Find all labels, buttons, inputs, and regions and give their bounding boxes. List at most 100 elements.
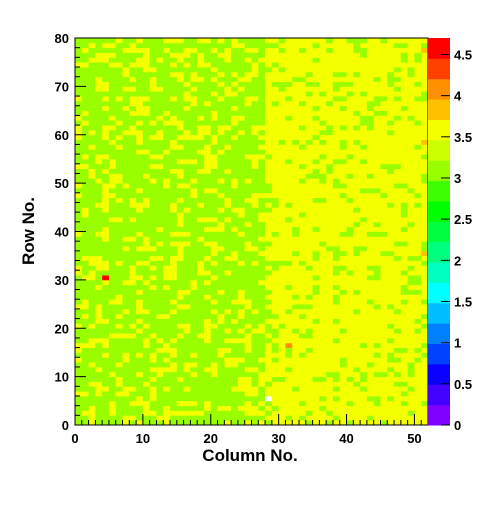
heatmap-cell	[400, 158, 409, 165]
heatmap-cell	[244, 289, 252, 295]
heatmap-cell	[156, 216, 164, 223]
heatmap-cell	[387, 289, 395, 295]
heatmap-cell	[265, 207, 273, 213]
heatmap-cell	[108, 197, 117, 203]
heatmap-cell	[163, 163, 171, 170]
heatmap-cell	[332, 386, 341, 392]
heatmap-cell	[326, 284, 334, 290]
heatmap-cell	[95, 284, 103, 290]
heatmap-cell	[210, 57, 218, 63]
heatmap-cell	[203, 420, 212, 426]
heatmap-cell	[366, 304, 375, 310]
heatmap-cell	[142, 207, 151, 213]
heatmap-cell	[176, 400, 185, 407]
heatmap-cell	[278, 371, 286, 378]
heatmap-cell	[197, 139, 205, 145]
colorbar-segment	[428, 99, 450, 120]
heatmap-cell	[142, 275, 151, 281]
heatmap-cell	[81, 294, 89, 300]
heatmap-cell	[346, 366, 354, 373]
heatmap-cell	[285, 366, 293, 373]
heatmap-cell	[210, 275, 218, 281]
heatmap-cell	[210, 294, 218, 300]
heatmap-cell	[380, 410, 388, 416]
heatmap-cell	[271, 168, 280, 174]
heatmap-cell	[292, 62, 300, 68]
heatmap-cell	[217, 115, 225, 121]
heatmap-cell	[332, 52, 341, 58]
heatmap-cell	[394, 386, 402, 392]
heatmap-cell	[326, 202, 334, 208]
heatmap-cell	[414, 76, 422, 82]
heatmap-cell	[170, 250, 178, 257]
heatmap-cell	[387, 381, 395, 387]
heatmap-cell	[75, 42, 83, 49]
heatmap-cell	[421, 255, 429, 261]
heatmap-cell	[319, 420, 327, 426]
heatmap-cell	[224, 226, 232, 232]
heatmap-cell	[129, 207, 137, 213]
heatmap-cell	[210, 173, 218, 179]
heatmap-cell	[203, 342, 212, 348]
heatmap-cell	[285, 212, 293, 218]
heatmap-cell	[366, 110, 375, 116]
heatmap-cell	[366, 144, 375, 150]
heatmap-cell	[360, 270, 368, 276]
heatmap-cell	[407, 323, 415, 329]
colorbar-segment	[428, 241, 450, 263]
heatmap-cell	[190, 333, 198, 339]
heatmap-cell	[360, 386, 368, 392]
heatmap-cell	[360, 231, 368, 237]
heatmap-cell	[339, 96, 347, 102]
heatmap-cell	[170, 391, 178, 397]
heatmap-cell	[278, 144, 286, 150]
heatmap-cell	[326, 96, 334, 102]
heatmap-cell	[292, 76, 300, 82]
heatmap-cell	[400, 371, 409, 378]
heatmap-cell	[88, 294, 96, 300]
heatmap-cell	[305, 362, 313, 368]
heatmap-cell	[149, 313, 157, 319]
heatmap-cell	[231, 202, 239, 208]
heatmap-cell	[217, 226, 225, 232]
heatmap-cell	[400, 96, 409, 102]
heatmap-cell	[190, 139, 198, 145]
heatmap-cell	[339, 299, 347, 305]
heatmap-cell	[319, 100, 327, 107]
heatmap-cell	[231, 226, 239, 232]
heatmap-cell	[421, 231, 429, 237]
heatmap-cell	[75, 187, 83, 194]
heatmap-cell	[81, 115, 89, 121]
heatmap-cell	[142, 410, 151, 416]
heatmap-cell	[95, 71, 103, 78]
heatmap-cell	[88, 86, 96, 92]
heatmap-cell	[129, 333, 137, 339]
heatmap-cell	[407, 337, 415, 344]
heatmap-cell	[149, 187, 157, 194]
heatmap-cell	[102, 265, 110, 271]
heatmap-cell	[326, 154, 334, 160]
heatmap-cell	[414, 304, 422, 310]
heatmap-cell	[156, 96, 164, 102]
heatmap-cell	[251, 67, 259, 73]
heatmap-cell	[210, 192, 218, 199]
heatmap-cell	[319, 192, 327, 199]
heatmap-cell	[366, 173, 375, 179]
heatmap-cell	[305, 183, 313, 189]
heatmap-cell	[251, 318, 259, 324]
heatmap-cell	[170, 100, 178, 107]
heatmap-cell	[319, 260, 327, 266]
heatmap-cell	[190, 255, 198, 261]
heatmap-cell	[394, 42, 402, 49]
heatmap-cell	[312, 362, 320, 368]
heatmap-cell	[122, 226, 130, 232]
heatmap-cell	[136, 328, 144, 334]
heatmap-cell	[95, 52, 103, 58]
heatmap-cell	[251, 328, 259, 334]
heatmap-cell	[170, 333, 178, 339]
heatmap-cell	[407, 376, 415, 382]
heatmap-cell	[339, 173, 347, 179]
heatmap-cell	[149, 38, 157, 44]
heatmap-cell	[122, 62, 130, 68]
